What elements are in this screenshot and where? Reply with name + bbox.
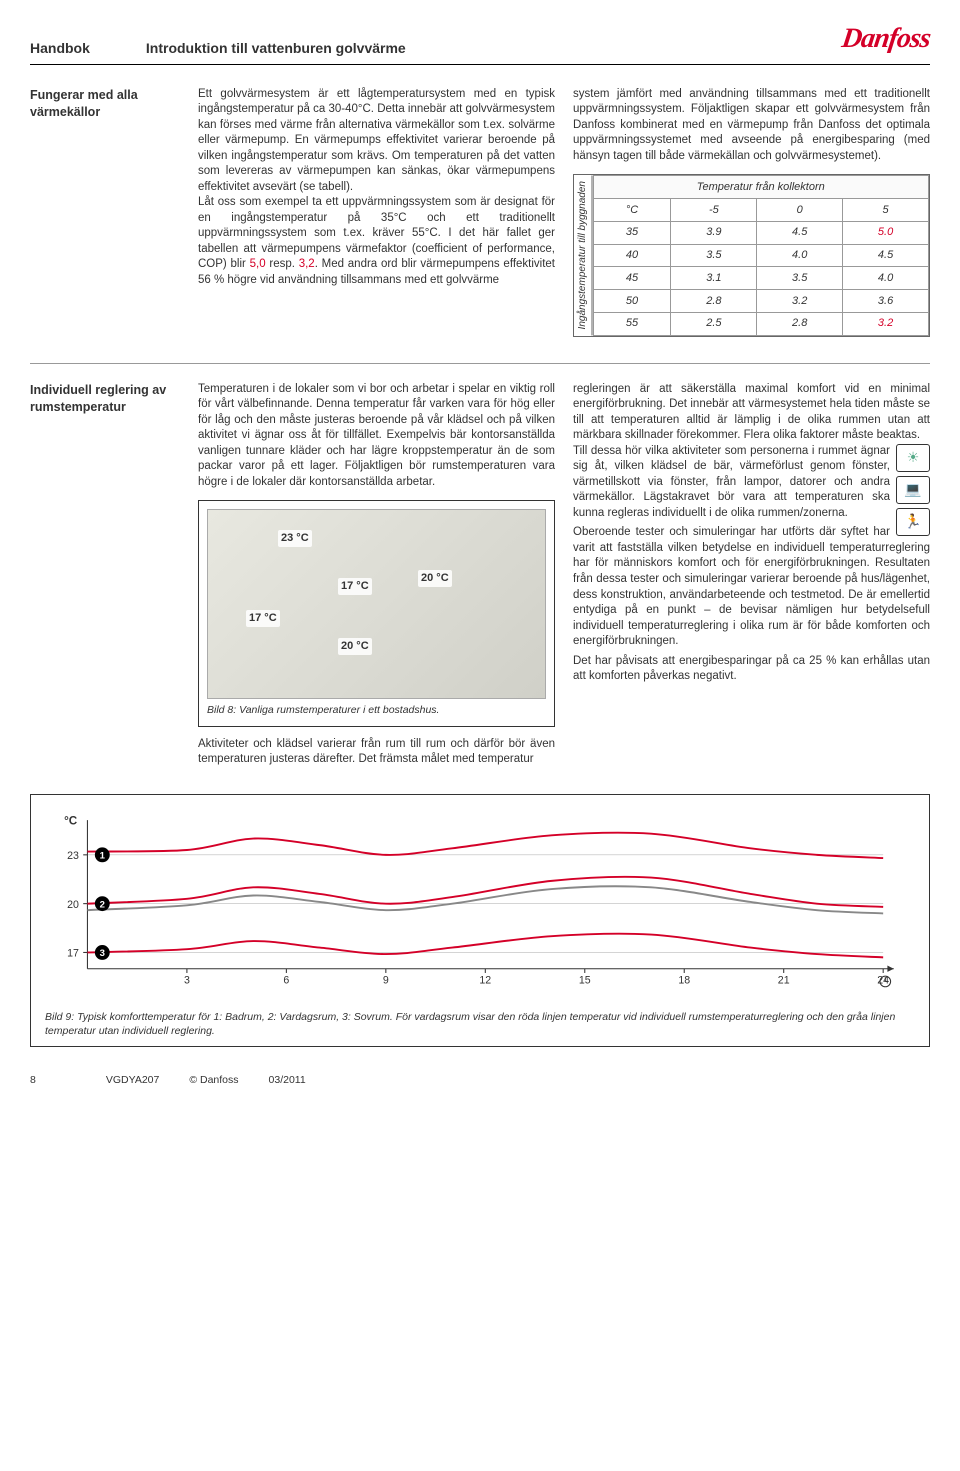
svg-text:°C: °C [64,814,78,827]
section2-col2-p3: Oberoende tester och simuleringar har ut… [573,525,930,649]
svg-text:3: 3 [184,974,190,986]
svg-text:3: 3 [100,948,105,959]
footer-page: 8 [30,1073,36,1087]
section-room-temp: Individuell reglering av rumstemperatur … [30,382,930,768]
section1-col2-text: system jämfört med användning tillsamman… [573,87,930,165]
header-bar: Handbok Introduktion till vattenburen go… [30,20,930,65]
section1-col1-text: Ett golvvärmesystem är ett lågtemperatur… [198,87,555,289]
svg-text:1: 1 [100,850,106,861]
danfoss-logo: Danfoss [839,20,932,58]
section1-col2: system jämfört med användning tillsamman… [573,87,930,337]
page-footer: 8 VGDYA207 © Danfoss 03/2011 [30,1073,930,1087]
activity-icon-1: ☀ [896,444,930,472]
svg-text:2: 2 [100,899,105,910]
section2-heading: Individuell reglering av rumstemperatur [30,382,180,768]
table-row: 453.13.54.0 [593,267,929,290]
cop-table: Temperatur från kollektorn °C -5 0 5 353… [593,175,930,335]
table-top-header: Temperatur från kollektorn [593,176,929,199]
svg-text:23: 23 [67,850,79,862]
section2-col1-p2: Aktiviteter och klädsel varierar från ru… [198,737,555,768]
svg-text:20: 20 [67,899,79,911]
section2-col1-p1: Temperaturen i de lokaler som vi bor och… [198,382,555,491]
section-divider-1 [30,363,930,364]
footer-date: 03/2011 [269,1073,306,1087]
section2-col2: regleringen är att säkerställa maximal k… [573,382,930,768]
handbok-subtitle: Introduktion till vattenburen golvvärme [146,39,406,58]
table-rot-label: Ingångstemperatur till byggnaden [574,175,593,335]
table-row: 502.83.23.6 [593,290,929,313]
svg-text:21: 21 [778,974,790,986]
table-row: 353.94.55.0 [593,221,929,244]
cop-table-wrap: Ingångstemperatur till byggnaden Tempera… [573,174,930,336]
table-col-header-row: °C -5 0 5 [593,199,929,222]
figure-9-chart: °C2320173691215182124123 [45,809,915,999]
activity-icon-2: 💻 [896,476,930,504]
section2-col2-p4: Det har påvisats att energibesparingar p… [573,654,930,685]
activity-icon-3: 🏃 [896,508,930,536]
svg-text:12: 12 [479,974,491,986]
table-row: 552.52.83.2 [593,312,929,335]
svg-text:18: 18 [678,974,690,986]
figure-8: 23 °C 17 °C 17 °C 20 °C 20 °C Bild 8: Va… [198,500,555,726]
figure-8-caption: Bild 8: Vanliga rumstemperaturer i ett b… [207,703,546,717]
activity-icons: ☀ 💻 🏃 [896,444,930,536]
section1-heading: Fungerar med alla värmekällor [30,87,180,337]
svg-text:6: 6 [283,974,289,986]
footer-copy: © Danfoss [189,1073,238,1087]
handbok-label: Handbok [30,39,90,58]
figure-8-image: 23 °C 17 °C 17 °C 20 °C 20 °C [207,509,546,699]
svg-text:17: 17 [67,947,79,959]
footer-code: VGDYA207 [106,1073,160,1087]
section1-col1: Ett golvvärmesystem är ett lågtemperatur… [198,87,555,337]
svg-text:15: 15 [579,974,591,986]
table-row: 403.54.04.5 [593,244,929,267]
figure-9-caption: Bild 9: Typisk komforttemperatur för 1: … [45,1010,915,1038]
svg-text:9: 9 [383,974,389,986]
section2-col2-p2: Till dessa hör vilka aktiviteter som per… [573,444,930,522]
figure-9-box: °C2320173691215182124123 Bild 9: Typisk … [30,794,930,1048]
section2-col2-p1: regleringen är att säkerställa maximal k… [573,382,930,444]
section-heat-sources: Fungerar med alla värmekällor Ett golvvä… [30,87,930,337]
svg-text:24: 24 [877,974,889,986]
section2-col1: Temperaturen i de lokaler som vi bor och… [198,382,555,768]
